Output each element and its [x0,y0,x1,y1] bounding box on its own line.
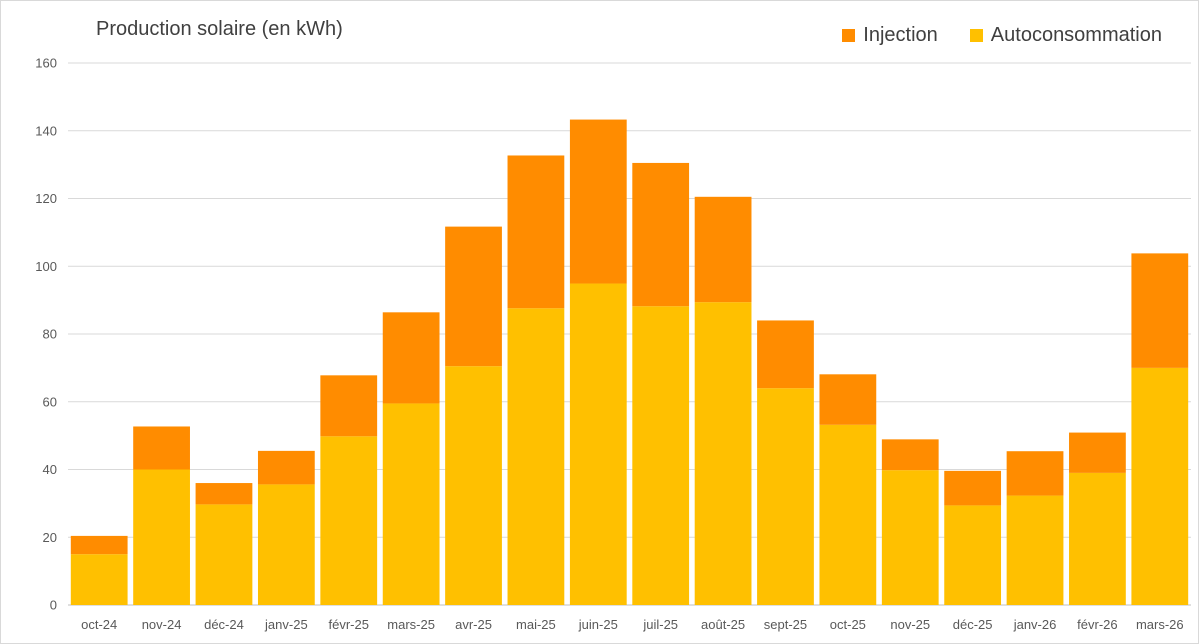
x-tick-label: oct-24 [81,617,117,632]
bar-autoconsommation-2 [195,504,253,605]
x-tick-label: juin-25 [578,617,618,632]
bar-injection-12 [819,374,877,425]
y-tick-label: 20 [43,530,57,545]
bar-injection-14 [944,470,1002,506]
bar-autoconsommation-10 [694,302,752,605]
x-tick-label: déc-24 [204,617,244,632]
x-tick-label: janv-25 [264,617,308,632]
x-tick-label: mars-26 [1136,617,1184,632]
bar-injection-4 [320,375,378,437]
bar-autoconsommation-14 [944,505,1002,605]
y-tick-label: 60 [43,394,57,409]
bar-injection-2 [195,483,253,505]
legend: Injection Autoconsommation [842,24,1162,47]
y-tick-label: 120 [35,191,57,206]
bar-autoconsommation-0 [70,554,128,605]
bar-autoconsommation-17 [1131,367,1189,605]
x-tick-label: févr-25 [329,617,369,632]
x-tick-label: nov-24 [142,617,182,632]
y-tick-label: 140 [35,123,57,138]
legend-item-injection: Injection [842,24,938,47]
bar-injection-8 [569,119,627,284]
bar-autoconsommation-4 [320,436,378,605]
bar-injection-0 [70,535,128,555]
bar-autoconsommation-11 [757,388,814,605]
y-tick-label: 80 [43,327,57,342]
bar-injection-15 [1006,451,1064,496]
x-axis-labels: oct-24 nov-24 déc-24 janv-25 févr-25 mars-25 a… [81,617,1184,632]
bar-injection-9 [632,162,690,307]
bar-autoconsommation-7 [507,308,565,605]
y-axis-labels: 0 20 40 60 80 100 120 140 160 [35,56,57,613]
x-tick-label: nov-25 [890,617,930,632]
bar-injection-3 [257,450,315,485]
x-tick-label: mars-25 [387,617,435,632]
bar-injection-11 [757,320,814,389]
bar-injection-6 [445,226,502,367]
y-tick-label: 100 [35,259,57,274]
bar-injection-5 [382,312,440,404]
x-tick-label: août-25 [701,617,745,632]
gridlines [68,62,1191,606]
legend-label-injection: Injection [863,24,938,46]
bar-injection-10 [694,196,752,303]
bar-autoconsommation-8 [569,283,627,605]
legend-swatch-injection [842,29,856,42]
x-tick-label: févr-26 [1077,617,1117,632]
x-tick-label: avr-25 [455,617,492,632]
chart-title: Production solaire (en kWh) [96,18,343,40]
y-tick-label: 0 [50,598,57,613]
bar-autoconsommation-1 [133,469,190,605]
x-tick-label: mai-25 [516,617,556,632]
x-tick-label: janv-26 [1013,617,1057,632]
bar-injection-7 [507,155,565,309]
bar-autoconsommation-16 [1069,472,1126,605]
legend-label-autoconsommation: Autoconsommation [990,24,1162,46]
bar-injection-16 [1069,432,1126,473]
legend-item-autoconsommation: Autoconsommation [969,24,1162,47]
x-tick-label: oct-25 [830,617,866,632]
bar-autoconsommation-5 [382,403,440,605]
x-tick-label: juil-25 [642,617,678,632]
bar-autoconsommation-12 [819,424,877,605]
bar-autoconsommation-3 [257,484,315,605]
bar-autoconsommation-15 [1006,495,1064,605]
x-tick-label: déc-25 [953,617,993,632]
y-tick-label: 160 [35,56,57,71]
bar-autoconsommation-13 [881,470,939,605]
legend-swatch-autoconsommation [969,29,983,42]
bar-injection-1 [133,426,190,470]
bars [70,119,1189,605]
y-tick-label: 40 [43,462,57,477]
bar-injection-17 [1131,253,1189,368]
bar-autoconsommation-6 [445,366,502,605]
x-tick-label: sept-25 [764,617,807,632]
bar-injection-13 [881,439,939,471]
bar-autoconsommation-9 [632,306,690,605]
